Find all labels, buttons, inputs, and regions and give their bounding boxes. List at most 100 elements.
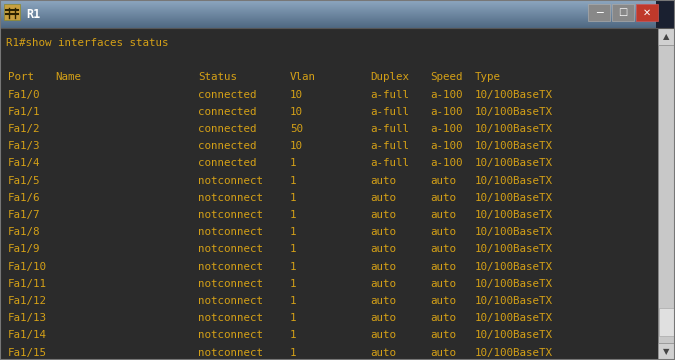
Bar — [4, 4, 20, 20]
Text: 1: 1 — [290, 330, 296, 341]
Text: 10: 10 — [290, 90, 303, 100]
Text: auto: auto — [370, 262, 396, 271]
Bar — [0, 3, 656, 4]
Text: a-full: a-full — [370, 90, 409, 100]
Bar — [658, 28, 675, 360]
Bar — [658, 28, 675, 45]
Text: notconnect: notconnect — [198, 296, 263, 306]
Text: auto: auto — [370, 279, 396, 289]
Bar — [0, 15, 656, 16]
Text: a-full: a-full — [370, 158, 409, 168]
Text: Fa1/5: Fa1/5 — [8, 176, 40, 186]
Text: 1: 1 — [290, 279, 296, 289]
Text: Fa1/11: Fa1/11 — [8, 279, 47, 289]
Bar — [588, 4, 610, 21]
Text: 10/100BaseTX: 10/100BaseTX — [475, 227, 553, 237]
Text: Name: Name — [55, 72, 81, 82]
Text: auto: auto — [370, 227, 396, 237]
Text: 10/100BaseTX: 10/100BaseTX — [475, 107, 553, 117]
Text: 1: 1 — [290, 262, 296, 271]
Text: 10/100BaseTX: 10/100BaseTX — [475, 176, 553, 186]
Text: auto: auto — [430, 279, 456, 289]
Text: a-100: a-100 — [430, 90, 462, 100]
Text: 1: 1 — [290, 313, 296, 323]
Bar — [0, 11, 656, 12]
Bar — [0, 16, 656, 17]
Text: ✕: ✕ — [643, 8, 651, 18]
Bar — [0, 27, 656, 28]
Text: auto: auto — [370, 348, 396, 357]
Text: notconnect: notconnect — [198, 227, 263, 237]
Text: Fa1/15: Fa1/15 — [8, 348, 47, 357]
Text: auto: auto — [430, 227, 456, 237]
Text: R1: R1 — [26, 8, 40, 21]
Text: Fa1/4: Fa1/4 — [8, 158, 40, 168]
Text: 10/100BaseTX: 10/100BaseTX — [475, 296, 553, 306]
Text: notconnect: notconnect — [198, 330, 263, 341]
Text: Fa1/1: Fa1/1 — [8, 107, 40, 117]
Text: connected: connected — [198, 141, 256, 151]
Text: R1#show interfaces status: R1#show interfaces status — [6, 38, 169, 48]
Text: auto: auto — [430, 176, 456, 186]
Text: a-full: a-full — [370, 107, 409, 117]
Bar — [0, 0, 656, 1]
Text: 10/100BaseTX: 10/100BaseTX — [475, 158, 553, 168]
Text: 1: 1 — [290, 158, 296, 168]
Text: Status: Status — [198, 72, 237, 82]
Text: auto: auto — [370, 176, 396, 186]
Text: ▼: ▼ — [664, 347, 670, 356]
Text: auto: auto — [370, 330, 396, 341]
Text: a-full: a-full — [370, 124, 409, 134]
Text: auto: auto — [430, 244, 456, 255]
Text: Fa1/9: Fa1/9 — [8, 244, 40, 255]
Text: auto: auto — [370, 244, 396, 255]
Text: Vlan: Vlan — [290, 72, 316, 82]
Text: ▲: ▲ — [664, 32, 670, 41]
Text: 10/100BaseTX: 10/100BaseTX — [475, 210, 553, 220]
Bar — [659, 308, 674, 336]
Bar — [0, 7, 656, 8]
Text: 10/100BaseTX: 10/100BaseTX — [475, 348, 553, 357]
Text: a-100: a-100 — [430, 107, 462, 117]
Text: notconnect: notconnect — [198, 244, 263, 255]
Text: ─: ─ — [595, 8, 602, 18]
Bar — [658, 343, 675, 360]
Text: 1: 1 — [290, 244, 296, 255]
Text: Fa1/6: Fa1/6 — [8, 193, 40, 203]
Text: Duplex: Duplex — [370, 72, 409, 82]
Text: auto: auto — [370, 210, 396, 220]
Bar — [0, 8, 656, 9]
Text: 10/100BaseTX: 10/100BaseTX — [475, 330, 553, 341]
Bar — [0, 18, 656, 19]
Text: 10/100BaseTX: 10/100BaseTX — [475, 141, 553, 151]
Bar — [0, 1, 656, 2]
Text: notconnect: notconnect — [198, 262, 263, 271]
Text: a-100: a-100 — [430, 141, 462, 151]
Text: Fa1/3: Fa1/3 — [8, 141, 40, 151]
Text: auto: auto — [430, 210, 456, 220]
Text: a-full: a-full — [370, 141, 409, 151]
Text: Fa1/0: Fa1/0 — [8, 90, 40, 100]
Bar — [0, 13, 656, 14]
Text: Fa1/7: Fa1/7 — [8, 210, 40, 220]
Text: a-100: a-100 — [430, 158, 462, 168]
Bar — [0, 19, 656, 20]
Text: notconnect: notconnect — [198, 176, 263, 186]
Text: 10: 10 — [290, 141, 303, 151]
Bar — [0, 14, 656, 15]
Text: connected: connected — [198, 124, 256, 134]
Text: notconnect: notconnect — [198, 210, 263, 220]
Bar — [0, 23, 656, 24]
Text: 10/100BaseTX: 10/100BaseTX — [475, 244, 553, 255]
Bar — [0, 2, 656, 3]
Text: Type: Type — [475, 72, 501, 82]
Text: 10/100BaseTX: 10/100BaseTX — [475, 193, 553, 203]
Text: 1: 1 — [290, 193, 296, 203]
Bar — [0, 10, 656, 11]
Bar — [656, 0, 675, 28]
Bar — [0, 26, 656, 27]
Text: 10/100BaseTX: 10/100BaseTX — [475, 262, 553, 271]
Bar — [0, 12, 656, 13]
Text: 1: 1 — [290, 348, 296, 357]
Bar — [0, 4, 656, 5]
